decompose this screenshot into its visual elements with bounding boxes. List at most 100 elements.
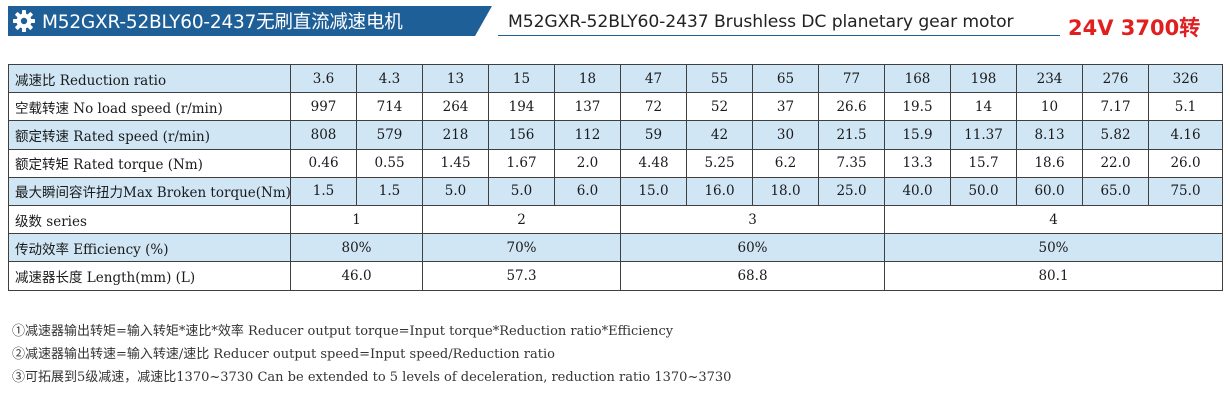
table-cell: 3	[620, 204, 885, 235]
table-cell: 40.0	[884, 176, 951, 206]
table-cell: 1.67	[488, 148, 555, 178]
note-output-speed: ②减速器输出转速=输入转速/速比 Reducer output speed=In…	[12, 347, 555, 362]
table-cell: 60.0	[1016, 176, 1083, 206]
table-cell: 11.37	[950, 120, 1017, 150]
table-cell: 57.3	[422, 261, 621, 291]
table-cell: 80%	[290, 233, 423, 263]
table-cell: 8.13	[1016, 120, 1083, 150]
table-row-reduction-ratio: 减速比 Reduction ratio 3.6 4.3 13 15 18 47 …	[8, 63, 1223, 94]
table-cell: 168	[884, 63, 951, 94]
table-cell: 234	[1016, 63, 1083, 94]
table-cell: 4.3	[356, 63, 423, 94]
table-cell: 22.0	[1082, 148, 1149, 178]
table-cell: 5.0	[422, 176, 489, 206]
table-row-series: 级数 series 1 2 3 4	[8, 204, 1223, 235]
table-cell: 15.7	[950, 148, 1017, 178]
table-cell: 4.48	[620, 148, 687, 178]
table-cell: 65.0	[1082, 176, 1149, 206]
table-cell: 5.25	[686, 148, 753, 178]
table-cell: 808	[290, 120, 357, 150]
table-cell: 0.55	[356, 148, 423, 178]
table-cell: 75.0	[1148, 176, 1223, 206]
table-row-rated-speed: 额定转速 Rated speed (r/min) 808 579 218 156…	[8, 120, 1223, 150]
table-cell: 80.1	[884, 261, 1223, 291]
row-label: 减速比 Reduction ratio	[8, 63, 291, 94]
voltage-speed-label: 24V 3700转	[1068, 16, 1201, 40]
table-cell: 70%	[422, 233, 621, 263]
table-cell: 0.46	[290, 148, 357, 178]
row-label: 减速器长度 Length(mm) (L)	[8, 261, 291, 291]
table-cell: 4.16	[1148, 120, 1223, 150]
table-cell: 37	[752, 92, 819, 122]
table-cell: 218	[422, 120, 489, 150]
table-cell: 30	[752, 120, 819, 150]
table-row-no-load-speed: 空载转速 No load speed (r/min) 997 714 264 1…	[8, 92, 1223, 122]
table-cell: 18.6	[1016, 148, 1083, 178]
table-cell: 47	[620, 63, 687, 94]
table-row-max-broken-torque: 最大瞬间容许扭力Max Broken torque(Nm) 1.5 1.5 5.…	[8, 176, 1223, 206]
table-cell: 14	[950, 92, 1017, 122]
table-cell: 3.6	[290, 63, 357, 94]
table-cell: 46.0	[290, 261, 423, 291]
table-cell: 276	[1082, 63, 1149, 94]
table-cell: 13.3	[884, 148, 951, 178]
table-cell: 579	[356, 120, 423, 150]
table-cell: 6.2	[752, 148, 819, 178]
table-cell: 15.0	[620, 176, 687, 206]
title-banner: M52GXR-52BLY60-2437无刷直流减速电机	[8, 6, 492, 36]
row-label: 额定转矩 Rated torque (Nm)	[8, 148, 291, 178]
table-cell: 6.0	[554, 176, 621, 206]
table-cell: 5.1	[1148, 92, 1223, 122]
table-cell: 52	[686, 92, 753, 122]
table-cell: 10	[1016, 92, 1083, 122]
table-cell: 1.5	[290, 176, 357, 206]
title-underline	[498, 35, 1060, 36]
gear-icon	[13, 10, 35, 32]
table-cell: 18	[554, 63, 621, 94]
row-label: 额定转速 Rated speed (r/min)	[8, 120, 291, 150]
table-cell: 26.0	[1148, 148, 1223, 178]
table-cell: 72	[620, 92, 687, 122]
table-cell: 68.8	[620, 261, 885, 291]
table-cell: 198	[950, 63, 1017, 94]
table-cell: 55	[686, 63, 753, 94]
table-cell: 13	[422, 63, 489, 94]
table-cell: 5.82	[1082, 120, 1149, 150]
row-label: 空载转速 No load speed (r/min)	[8, 92, 291, 122]
table-cell: 26.6	[818, 92, 885, 122]
table-cell: 65	[752, 63, 819, 94]
table-cell: 1	[290, 204, 423, 235]
product-title-en: M52GXR-52BLY60-2437 Brushless DC planeta…	[508, 12, 1014, 32]
table-cell: 326	[1148, 63, 1223, 94]
table-cell: 16.0	[686, 176, 753, 206]
table-cell: 59	[620, 120, 687, 150]
table-cell: 4	[884, 204, 1223, 235]
table-cell: 15.9	[884, 120, 951, 150]
note-output-torque: ①减速器输出转矩=输入转矩*速比*效率 Reducer output torqu…	[12, 324, 674, 339]
table-cell: 50%	[884, 233, 1223, 263]
table-cell: 714	[356, 92, 423, 122]
row-label: 级数 series	[8, 204, 291, 235]
table-cell: 5.0	[488, 176, 555, 206]
table-cell: 7.17	[1082, 92, 1149, 122]
table-cell: 15	[488, 63, 555, 94]
table-cell: 264	[422, 92, 489, 122]
row-label: 传动效率 Efficiency (%)	[8, 233, 291, 263]
table-cell: 194	[488, 92, 555, 122]
notes-section: ①减速器输出转矩=输入转矩*速比*效率 Reducer output torqu…	[12, 320, 731, 389]
table-row-rated-torque: 额定转矩 Rated torque (Nm) 0.46 0.55 1.45 1.…	[8, 148, 1223, 178]
header: M52GXR-52BLY60-2437无刷直流减速电机 M52GXR-52BLY…	[0, 0, 1230, 44]
product-title-cn: M52GXR-52BLY60-2437无刷直流减速电机	[42, 12, 403, 33]
table-cell: 137	[554, 92, 621, 122]
table-cell: 77	[818, 63, 885, 94]
table-row-efficiency: 传动效率 Efficiency (%) 80% 70% 60% 50%	[8, 233, 1223, 263]
table-cell: 1.45	[422, 148, 489, 178]
table-row-length: 减速器长度 Length(mm) (L) 46.0 57.3 68.8 80.1	[8, 261, 1223, 291]
table-cell: 25.0	[818, 176, 885, 206]
table-cell: 42	[686, 120, 753, 150]
table-cell: 2.0	[554, 148, 621, 178]
spec-table: 减速比 Reduction ratio 3.6 4.3 13 15 18 47 …	[8, 63, 1223, 291]
table-cell: 18.0	[752, 176, 819, 206]
table-cell: 2	[422, 204, 621, 235]
table-cell: 7.35	[818, 148, 885, 178]
